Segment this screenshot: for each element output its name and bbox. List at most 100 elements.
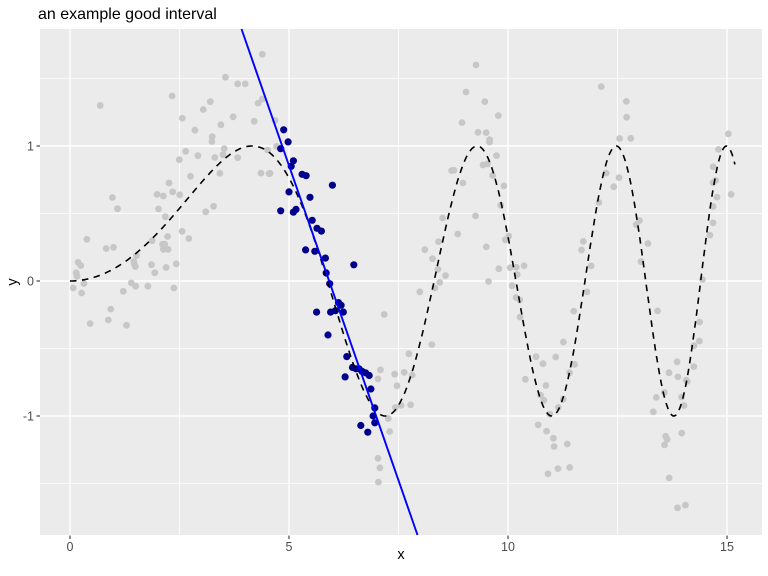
background-point — [534, 421, 542, 429]
plot-panel — [40, 29, 762, 535]
background-point — [386, 428, 393, 435]
background-point — [96, 102, 104, 109]
highlighted-point — [371, 419, 379, 427]
background-point — [258, 95, 266, 103]
background-point — [661, 389, 668, 396]
background-point — [715, 146, 722, 153]
background-point — [160, 245, 167, 253]
background-point — [474, 128, 482, 136]
background-point — [229, 113, 237, 121]
background-point — [133, 252, 140, 259]
background-point — [489, 172, 496, 179]
background-point — [550, 434, 557, 442]
background-point — [168, 92, 176, 100]
background-point — [500, 182, 508, 190]
background-point — [187, 172, 194, 180]
background-point — [185, 235, 193, 242]
background-point — [493, 152, 500, 160]
background-point — [219, 151, 227, 159]
true-function-curve — [70, 145, 736, 417]
background-point — [80, 280, 88, 287]
background-point — [102, 245, 110, 252]
background-point — [454, 230, 462, 238]
background-point — [241, 80, 249, 88]
background-point — [257, 169, 265, 177]
highlighted-point — [324, 331, 332, 339]
x-tick-label: 5 — [286, 540, 293, 554]
x-tick-label: 0 — [67, 540, 74, 554]
background-point — [222, 73, 229, 81]
background-point — [208, 133, 216, 141]
background-point — [706, 231, 714, 239]
background-point — [709, 163, 717, 171]
background-point — [495, 265, 503, 273]
background-point — [211, 154, 219, 161]
background-point — [682, 501, 689, 509]
background-point — [544, 470, 552, 478]
background-point — [191, 126, 199, 134]
highlighted-point — [313, 308, 321, 316]
background-point — [560, 338, 567, 346]
background-point — [202, 208, 210, 216]
background-point — [375, 478, 382, 486]
background-point — [159, 192, 167, 200]
background-point — [462, 88, 470, 96]
background-point — [392, 404, 399, 411]
highlighted-point — [350, 261, 358, 269]
background-point — [506, 264, 514, 272]
background-point — [119, 287, 127, 295]
highlighted-point — [311, 247, 319, 255]
background-point — [554, 465, 562, 472]
background-point — [151, 269, 159, 277]
background-point — [727, 191, 735, 198]
background-point — [234, 80, 242, 88]
background-point — [579, 238, 587, 245]
background-point — [175, 156, 183, 164]
background-point — [616, 135, 623, 142]
background-point — [234, 154, 242, 162]
background-point — [384, 415, 392, 422]
background-point — [148, 237, 156, 245]
y-tick-label: -1 — [23, 410, 34, 424]
background-point — [627, 134, 635, 142]
background-point — [512, 294, 520, 301]
background-point — [429, 255, 436, 263]
background-point — [72, 269, 80, 277]
background-point — [486, 138, 493, 146]
background-point — [421, 246, 429, 254]
x-tick-label: 15 — [720, 540, 734, 554]
background-point — [539, 360, 547, 368]
background-point — [178, 227, 186, 235]
background-point — [690, 363, 698, 370]
background-point — [713, 193, 721, 201]
background-point — [482, 243, 490, 251]
background-point — [674, 373, 682, 381]
y-tick-label: 1 — [27, 140, 34, 154]
background-point — [508, 282, 516, 290]
background-point — [405, 350, 413, 358]
background-point — [104, 316, 112, 324]
background-point — [428, 341, 436, 348]
background-point — [374, 454, 382, 462]
background-point — [458, 119, 466, 126]
background-point — [393, 382, 401, 390]
background-point — [696, 318, 703, 326]
background-point — [644, 240, 652, 247]
highlighted-point — [302, 172, 310, 180]
background-point — [543, 427, 550, 435]
highlighted-point — [365, 371, 373, 380]
highlighted-point — [343, 353, 351, 361]
highlighted-point — [284, 138, 292, 146]
background-point — [622, 98, 630, 105]
background-point — [595, 199, 603, 206]
background-point — [712, 177, 720, 184]
background-point — [164, 246, 172, 253]
background-point — [439, 214, 446, 222]
highlighted-point — [306, 193, 314, 201]
background-point — [407, 401, 414, 409]
highlighted-point — [285, 188, 293, 196]
background-point — [472, 212, 479, 220]
background-point — [571, 361, 578, 368]
background-point — [162, 264, 170, 271]
